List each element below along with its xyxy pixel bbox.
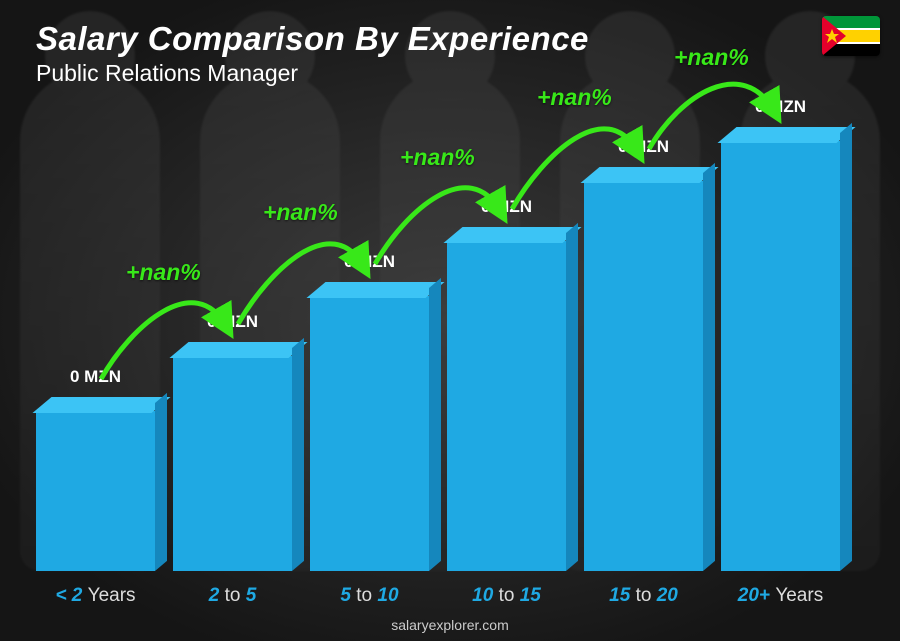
bar-group: 0 MZN5 to 10 <box>310 252 429 571</box>
bar-value-label: 0 MZN <box>207 312 258 332</box>
category-label: < 2 Years <box>36 585 155 607</box>
bar-value-label: 0 MZN <box>344 252 395 272</box>
bar-chart: 0 MZN< 2 Years0 MZN2 to 50 MZN5 to 100 M… <box>36 131 840 571</box>
percent-increase-label: +nan% <box>400 144 475 171</box>
category-label: 20+ Years <box>721 585 840 607</box>
bar <box>36 395 155 571</box>
country-flag-icon <box>822 16 880 56</box>
bar-group: 0 MZN20+ Years <box>721 97 840 571</box>
bar <box>584 165 703 571</box>
bar <box>310 280 429 571</box>
bar-value-label: 0 MZN <box>618 137 669 157</box>
bar <box>721 125 840 571</box>
bar-group: 0 MZN15 to 20 <box>584 137 703 571</box>
page-title: Salary Comparison By Experience <box>36 20 864 58</box>
page-subtitle: Public Relations Manager <box>36 60 864 87</box>
percent-increase-label: +nan% <box>537 84 612 111</box>
percent-increase-label: +nan% <box>126 259 201 286</box>
bar-value-label: 0 MZN <box>481 197 532 217</box>
category-label: 5 to 10 <box>310 585 429 607</box>
category-label: 2 to 5 <box>173 585 292 607</box>
category-label: 10 to 15 <box>447 585 566 607</box>
chart-container: Salary Comparison By Experience Public R… <box>0 0 900 641</box>
bar-group: 0 MZN10 to 15 <box>447 197 566 571</box>
percent-increase-label: +nan% <box>263 199 338 226</box>
category-label: 15 to 20 <box>584 585 703 607</box>
footer-credit: salaryexplorer.com <box>0 617 900 633</box>
bar-group: 0 MZN< 2 Years <box>36 367 155 571</box>
bar-value-label: 0 MZN <box>755 97 806 117</box>
bar-value-label: 0 MZN <box>70 367 121 387</box>
bar <box>173 340 292 571</box>
bar-group: 0 MZN2 to 5 <box>173 312 292 571</box>
bar <box>447 225 566 571</box>
